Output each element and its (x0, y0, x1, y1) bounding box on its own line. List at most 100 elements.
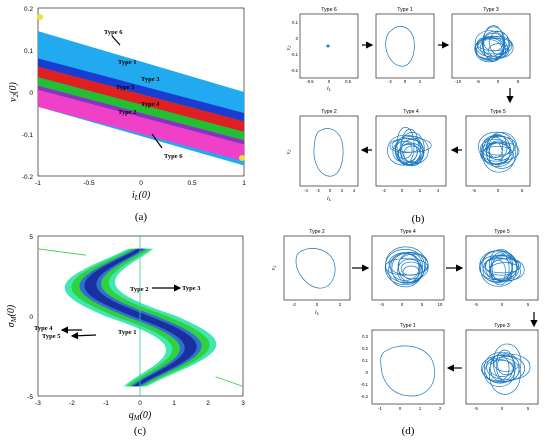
c-ann-type1: Type 1 (118, 329, 136, 336)
d-xtick: 5 (527, 302, 530, 307)
d-title-type1: Type 1 (400, 323, 416, 329)
a-xtick-3: 0.5 (187, 180, 196, 187)
c-ann-type3: Type 3 (182, 285, 201, 292)
c-ytick-1: 0 (29, 314, 33, 321)
b-xtick: -10 (455, 79, 462, 84)
b-ytick: -0.1 (291, 52, 299, 57)
c-ytick-2: -5 (27, 394, 33, 401)
c-tail-top (37, 248, 86, 256)
a-ann-type3: Type 3 (141, 76, 160, 83)
b-title-type5: Type 5 (490, 109, 506, 115)
panel-c: 5 0 -5 -3 -2 -1 0 1 2 3 qM(0) σM(0) Type… (6, 234, 245, 437)
b-type5-attractor (478, 131, 520, 173)
a-yellow-spot-right (239, 155, 245, 161)
d-type5-attractor (479, 248, 525, 287)
a-ann-type2: Type 2 (118, 109, 136, 116)
c-xtick-5: 2 (206, 400, 210, 407)
c-xtick-6: 3 (241, 400, 245, 407)
d-xtick: -5 (380, 302, 384, 307)
b-ytick: 0 (296, 36, 299, 41)
b-xtick: -5 (476, 79, 480, 84)
b-subplot-type3: Type 3 -10 -5 0 5 (451, 7, 531, 84)
d-xtick: -5 (474, 406, 478, 411)
a-ann-type6-bottom: Type 6 (164, 153, 183, 160)
d-title-type3: Type 3 (494, 323, 510, 329)
c-xtick-0: -3 (35, 400, 41, 407)
d-xtick: 10 (438, 302, 443, 307)
d-subplot-type2: Type 2 v2 -2 0 2 iL (271, 229, 351, 316)
panel-c-regions (37, 248, 244, 387)
d-xlabel: iL (315, 310, 320, 316)
c-ytick-0: 5 (29, 234, 33, 241)
panel-b: Type 6 v2 0.1 0 -0.1 -0.2 -0.5 0 0.5 iL … (286, 7, 531, 225)
d-type1-orbit (380, 345, 436, 397)
b-xtick: 4 (437, 188, 440, 193)
a-ann-type5: Type 5 (116, 84, 135, 91)
a-ann-type4: Type 4 (141, 101, 160, 108)
c-tail-bottom (215, 376, 244, 387)
a-xtick-4: 1 (242, 180, 246, 187)
b-ytick: -0.2 (291, 68, 299, 73)
panel-c-yticks: 5 0 -5 (27, 234, 33, 401)
d-type4-curve (384, 246, 429, 288)
d-ytick: 0.1 (362, 358, 368, 363)
b-xtick: 5 (521, 188, 524, 193)
b-title-type1: Type 1 (397, 7, 413, 13)
c-xlabel: qM(0) (129, 410, 152, 422)
b-title-type4: Type 4 (403, 109, 419, 115)
d-ytick: 0.2 (362, 346, 368, 351)
c-ann-type4: Type 4 (34, 325, 53, 332)
d-ylabel: v2 (271, 266, 277, 271)
b-xtick: -2 (316, 188, 320, 193)
d-xtick: 0 (316, 302, 319, 307)
panel-a-annotations: Type 6 Type 1 Type 3 Type 5 Type 4 Type … (104, 29, 183, 160)
panel-a: 0.2 0.1 0 -0.1 -0.2 -1 -0.5 0 0.5 1 iL(0… (8, 6, 246, 223)
b-ytick: 0.1 (292, 20, 298, 25)
b-xtick: -2 (388, 79, 392, 84)
panel-d: Type 2 v2 -2 0 2 iL Type 4 -5 0 5 10 Typ… (271, 229, 539, 437)
b-xtick: 0 (329, 188, 332, 193)
d-xtick: 5 (421, 302, 424, 307)
d-xtick: -1 (378, 406, 382, 411)
d-subplot-type3: Type 3 -5 0 5 (465, 323, 539, 411)
d-type2-orbit (295, 248, 336, 289)
b-subplot-type1: Type 1 -2 0 2 (375, 7, 435, 84)
b-xlabel: iL (327, 86, 332, 92)
b-type1-orbit (385, 26, 415, 67)
b-subplot-type4: Type 4 -2 0 2 4 (375, 109, 447, 193)
a-ytick-2: 0 (29, 90, 33, 97)
c-xtick-4: 1 (172, 400, 176, 407)
b-title-type6: Type 6 (321, 7, 337, 13)
c-ann-type5: Type 5 (42, 333, 61, 340)
b-subplot-type2: Type 2 v2 -4 -2 0 2 4 iL (286, 109, 359, 202)
a-ytick-4: -0.2 (22, 174, 34, 181)
a-ytick-3: -0.1 (22, 132, 34, 139)
a-ann-type1: Type 1 (118, 59, 136, 66)
b-title-type3: Type 3 (483, 7, 499, 13)
d-subplot-type5: Type 5 -5 0 5 (465, 229, 539, 307)
d-xtick: 2 (339, 302, 342, 307)
d-xtick: 1 (419, 406, 422, 411)
d-xtick: -5 (474, 302, 478, 307)
b-xtick: 0 (497, 188, 500, 193)
b-subplot-type5: Type 5 -5 0 5 (465, 109, 531, 193)
panel-d-label: (d) (402, 425, 415, 437)
d-ytick: 0 (366, 370, 369, 375)
d-type4-attractor (384, 246, 429, 288)
d-subplot-type4: Type 4 -5 0 5 10 (371, 229, 445, 307)
b-xtick: 2 (419, 188, 422, 193)
b-type3-attractor (474, 25, 514, 63)
c-ann-type2: Type 2 (130, 286, 148, 293)
d-xtick: -2 (292, 302, 296, 307)
a-yellow-spot-left (37, 14, 43, 20)
d-title-type4: Type 4 (400, 229, 416, 235)
b-xtick: -4 (304, 188, 308, 193)
b-ylabel: v2 (286, 46, 292, 51)
b-type4-attractor (387, 127, 432, 167)
d-type3-attractor (481, 343, 531, 395)
d-type5-curve (479, 248, 525, 287)
d-title-type5: Type 5 (494, 229, 510, 235)
a-band-type5-3 (38, 77, 244, 141)
b-xlabel-2: iL (327, 196, 332, 202)
panel-a-label: (a) (135, 211, 148, 223)
